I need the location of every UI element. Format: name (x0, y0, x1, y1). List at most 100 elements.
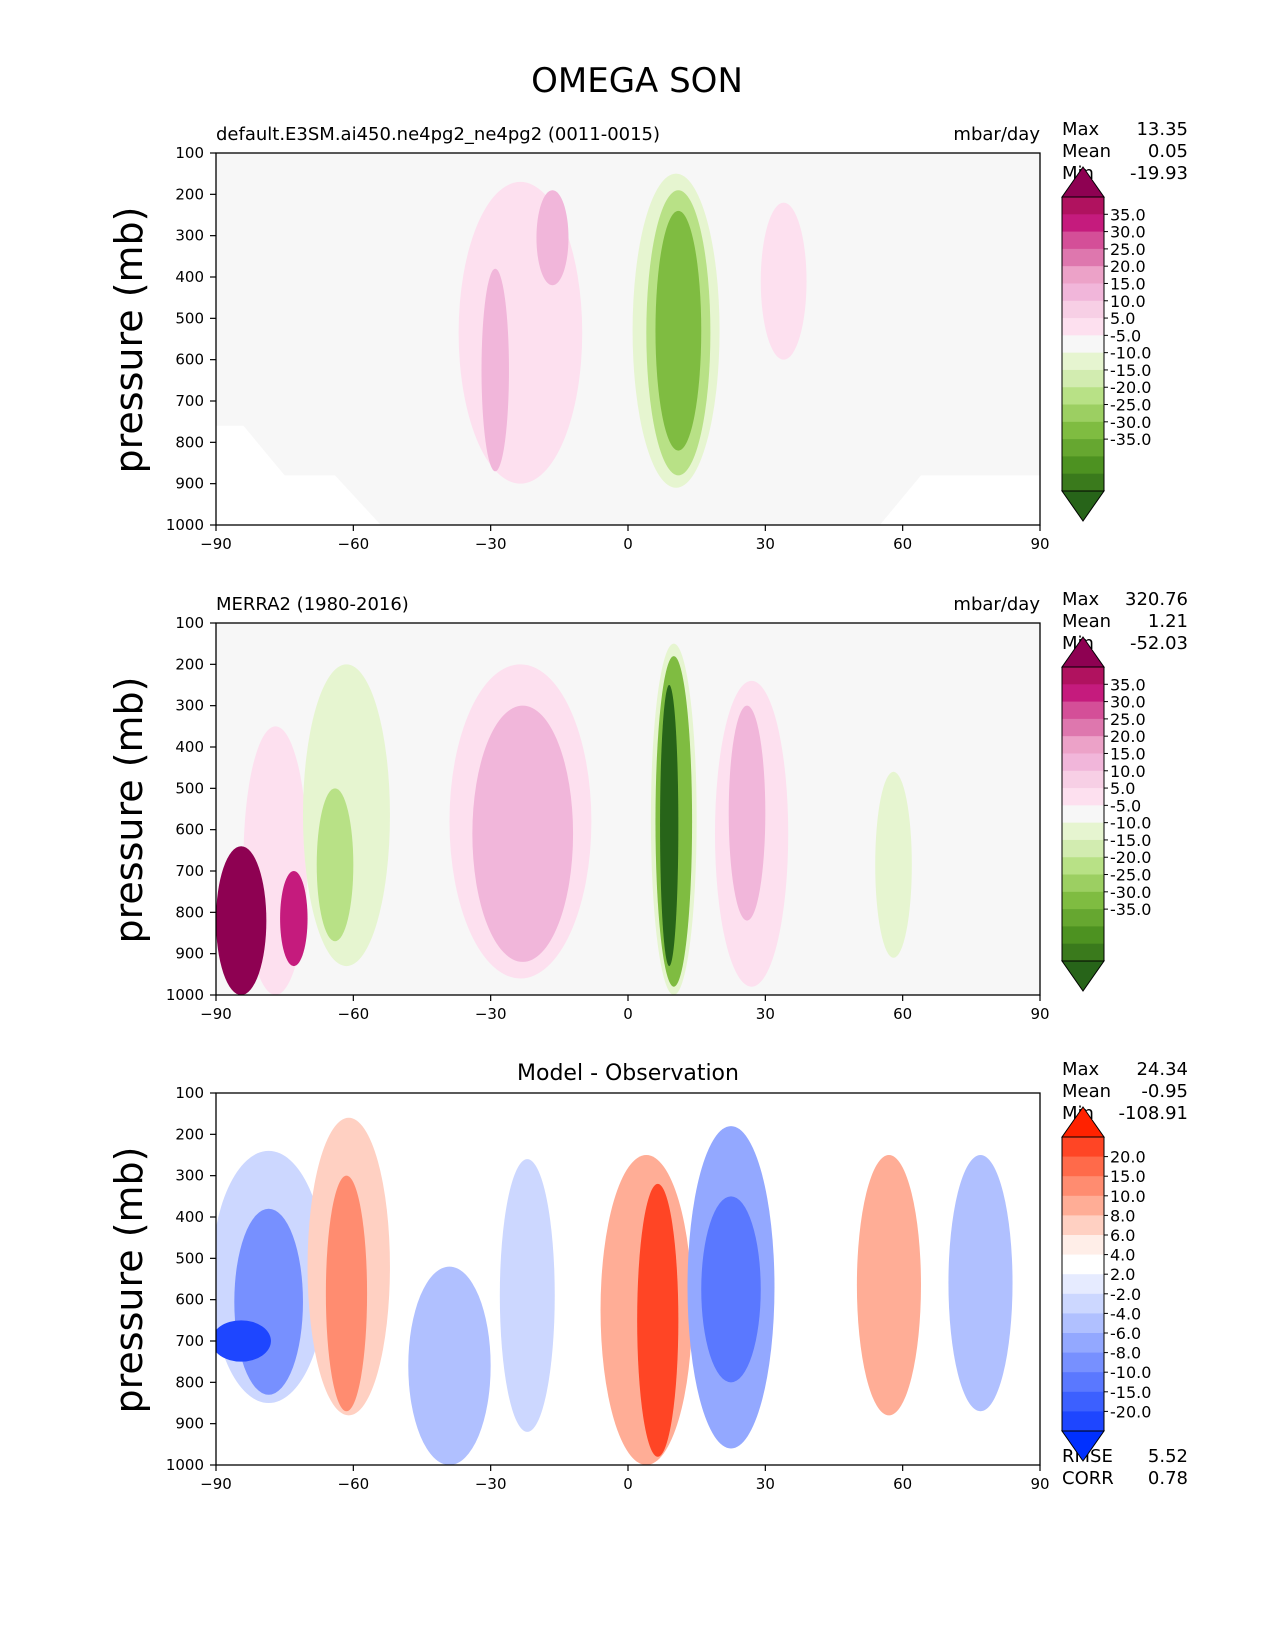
colorbar-segment (1062, 1372, 1104, 1393)
colorbar-label: 10.0 (1110, 1187, 1146, 1206)
x-tick-label: 90 (1030, 1475, 1049, 1493)
panel-reference-merra2: MERRA2 (1980-2016) mbar/day Max 320.76 M… (107, 589, 1188, 1023)
y-tick-label: 700 (175, 862, 204, 880)
colorbar-segment (1062, 1137, 1104, 1158)
x-tick-label: 0 (623, 1005, 633, 1023)
y-tick-label: 1000 (166, 1456, 204, 1474)
y-tick-label: 200 (175, 185, 204, 203)
contour-subsidence-south-upper (536, 190, 569, 286)
colorbar-segment (1062, 352, 1104, 371)
colorbar-segment (1062, 1235, 1104, 1256)
colorbar-label: -4.0 (1110, 1304, 1141, 1323)
colorbar-segment (1062, 943, 1104, 962)
colorbar-segment (1062, 214, 1104, 233)
colorbar-frame (1061, 196, 1105, 492)
contour-subsidence-north (760, 202, 807, 360)
contour-neg-south-polar-core (234, 1208, 303, 1395)
colorbar-frame (1061, 1136, 1105, 1432)
colorbar-segment (1062, 684, 1104, 703)
metric-corr-value: 0.78 (1148, 1468, 1188, 1489)
missing-data-south (216, 425, 381, 525)
x-tick-label: 60 (893, 1005, 912, 1023)
colorbar-segment (1062, 926, 1104, 945)
colorbar: 35.030.025.020.015.010.05.0-5.0-10.0-15.… (1061, 166, 1151, 522)
contour-antarctic-strong (216, 846, 267, 995)
stat-mean-value: 0.05 (1148, 141, 1188, 162)
stat-min-value: -19.93 (1130, 163, 1188, 184)
colorbar-label: 30.0 (1110, 223, 1146, 242)
y-tick-label: 900 (175, 475, 204, 493)
y-tick-label: 800 (175, 1373, 204, 1391)
panel-title-left: default.E3SM.ai450.ne4pg2_ne4pg2 (0011-0… (216, 124, 660, 145)
stat-max-value: 13.35 (1136, 119, 1188, 140)
y-tick-label: 400 (175, 1208, 204, 1226)
colorbar-label: 25.0 (1110, 710, 1146, 729)
colorbar-segment (1062, 1274, 1104, 1295)
x-tick-label: −90 (200, 535, 232, 553)
panel-units: mbar/day (953, 594, 1040, 615)
y-tick-label: 200 (175, 655, 204, 673)
colorbar-label: 15.0 (1110, 274, 1146, 293)
colorbar-segment (1062, 1254, 1104, 1275)
y-tick-label: 100 (175, 144, 204, 162)
contour-ascent-itcz-core (660, 685, 679, 967)
y-tick-label: 700 (175, 392, 204, 410)
contour-neg-north-core (701, 1196, 761, 1383)
colorbar-segment (1062, 197, 1104, 215)
colorbar-segment (1062, 770, 1104, 789)
colorbar-label: 20.0 (1110, 257, 1146, 276)
contour-layer (216, 173, 1040, 525)
contour-layer (216, 643, 912, 995)
stat-mean-label: Mean (1062, 611, 1111, 632)
colorbar-segment (1062, 439, 1104, 457)
colorbar-segment (1062, 1195, 1104, 1216)
colorbar-label: 20.0 (1110, 1148, 1146, 1167)
x-tick-label: −60 (338, 1005, 370, 1023)
colorbar-label: 15.0 (1110, 1167, 1146, 1186)
stat-max-value: 320.76 (1125, 589, 1188, 610)
contour-neg-south-subtropics (499, 1159, 555, 1432)
colorbar-label: -25.0 (1110, 866, 1151, 885)
y-tick-label: 500 (175, 779, 204, 797)
colorbar-segment (1062, 473, 1104, 492)
x-tick-label: −90 (200, 1005, 232, 1023)
y-tick-label: 300 (175, 697, 204, 715)
colorbar-label: -30.0 (1110, 413, 1151, 432)
colorbar-segment (1062, 369, 1104, 388)
colorbar-label: 5.0 (1110, 309, 1135, 328)
y-tick-label: 1000 (166, 986, 204, 1004)
y-tick-label: 500 (175, 1249, 204, 1267)
y-tick-label: 800 (175, 433, 204, 451)
colorbar-label: 4.0 (1110, 1246, 1135, 1265)
panel-title-center: Model - Observation (517, 1061, 739, 1086)
stat-mean-label: Mean (1062, 141, 1111, 162)
colorbar-frame (1061, 666, 1105, 962)
colorbar-label: -2.0 (1110, 1285, 1141, 1304)
x-tick-label: −60 (338, 535, 370, 553)
y-tick-label: 300 (175, 227, 204, 245)
contour-neg-south-polar-strong (216, 1320, 271, 1362)
stat-mean-value: -0.95 (1141, 1081, 1188, 1102)
colorbar-extend-bottom (1061, 490, 1105, 522)
colorbar-label: -8.0 (1110, 1344, 1141, 1363)
colorbar-label: 2.0 (1110, 1265, 1135, 1284)
colorbar-segment (1062, 857, 1104, 876)
colorbar-segment (1062, 248, 1104, 267)
metric-rmse-value: 5.52 (1148, 1446, 1188, 1467)
colorbar-segment (1062, 335, 1104, 354)
colorbar-label: 25.0 (1110, 240, 1146, 259)
y-tick-label: 400 (175, 738, 204, 756)
colorbar: 20.015.010.08.06.04.02.0-2.0-4.0-6.0-8.0… (1061, 1106, 1151, 1462)
x-tick-label: 0 (623, 535, 633, 553)
colorbar-label: -20.0 (1110, 848, 1151, 867)
colorbar-segment (1062, 300, 1104, 319)
colorbar-segment (1062, 387, 1104, 406)
y-tick-label: 500 (175, 309, 204, 327)
contour-neg-north-polar (948, 1155, 1013, 1412)
panel-test-model: default.E3SM.ai450.ne4pg2_ne4pg2 (0011-0… (107, 119, 1188, 553)
colorbar-extend-bottom (1061, 960, 1105, 992)
y-tick-label: 200 (175, 1125, 204, 1143)
colorbar-segment (1062, 456, 1104, 475)
x-tick-label: 30 (756, 535, 775, 553)
colorbar-segment (1062, 1313, 1104, 1334)
